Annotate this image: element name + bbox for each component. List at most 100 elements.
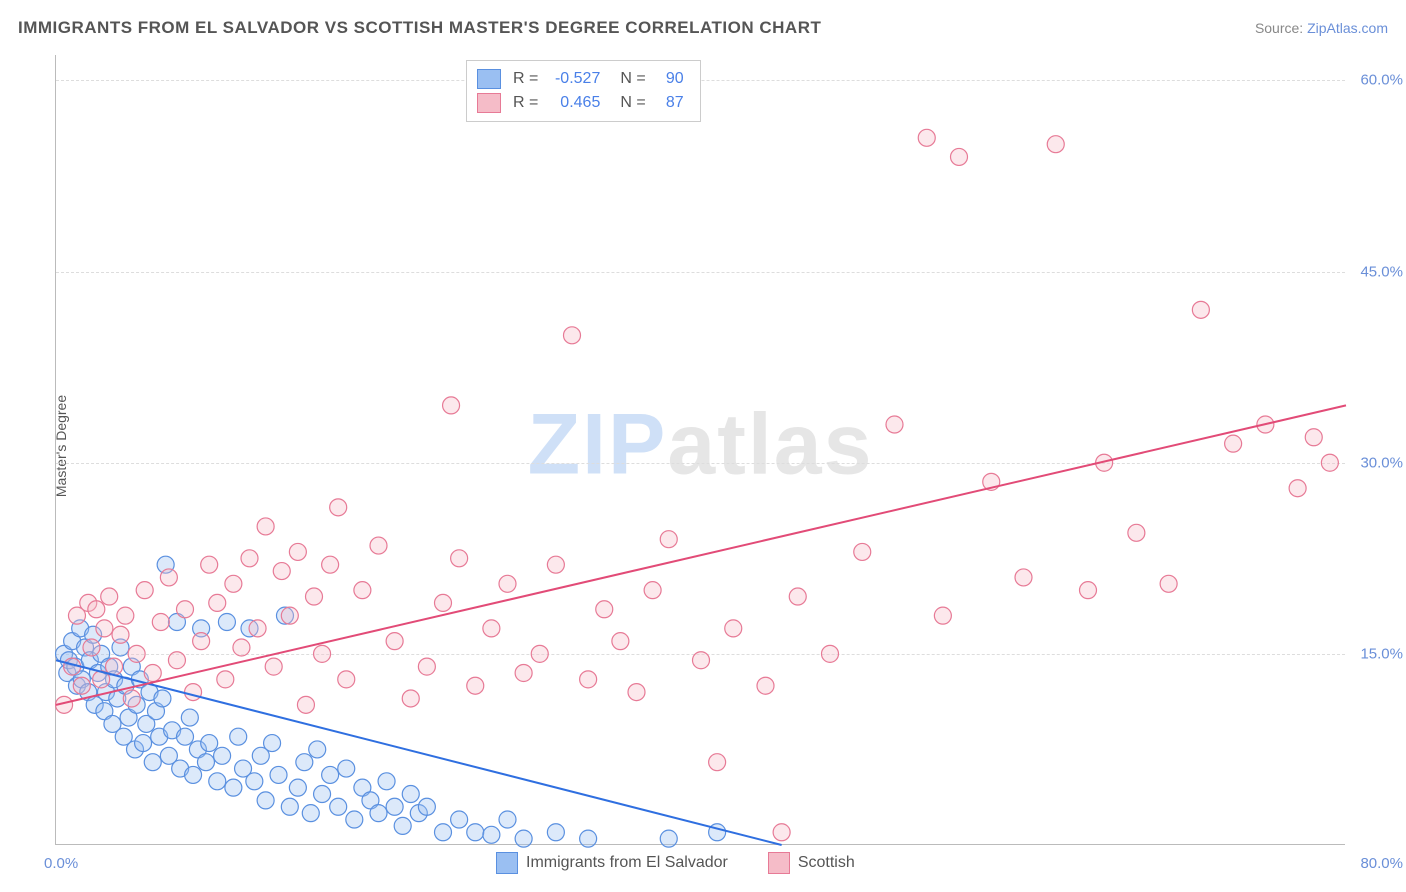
data-point-scottish xyxy=(1047,136,1064,153)
data-point-scottish xyxy=(1128,524,1145,541)
data-point-scottish xyxy=(257,518,274,535)
swatch-scottish xyxy=(477,93,501,113)
data-point-scottish xyxy=(73,677,90,694)
stat-label-n: N = xyxy=(620,70,645,88)
data-point-scottish xyxy=(951,148,968,165)
data-point-elsalvador xyxy=(330,798,347,815)
data-point-elsalvador xyxy=(302,805,319,822)
stat-label-r: R = xyxy=(513,70,538,88)
legend-label-elsalvador: Immigrants from El Salvador xyxy=(526,854,728,872)
r-value-scottish: 0.465 xyxy=(548,94,600,112)
y-axis-tick: 60.0% xyxy=(1351,72,1403,89)
data-point-scottish xyxy=(249,620,266,637)
data-point-scottish xyxy=(547,556,564,573)
data-point-elsalvador xyxy=(246,773,263,790)
data-point-scottish xyxy=(160,569,177,586)
data-point-elsalvador xyxy=(197,754,214,771)
source-value: ZipAtlas.com xyxy=(1307,20,1388,36)
data-point-elsalvador xyxy=(394,817,411,834)
data-point-scottish xyxy=(225,575,242,592)
data-point-scottish xyxy=(123,690,140,707)
data-point-scottish xyxy=(281,607,298,624)
data-point-elsalvador xyxy=(346,811,363,828)
data-point-scottish xyxy=(628,684,645,701)
y-axis-tick: 30.0% xyxy=(1351,454,1403,471)
data-point-scottish xyxy=(693,652,710,669)
data-point-scottish xyxy=(789,588,806,605)
data-point-scottish xyxy=(233,639,250,656)
data-point-scottish xyxy=(1289,480,1306,497)
data-point-elsalvador xyxy=(201,735,218,752)
data-point-scottish xyxy=(564,327,581,344)
data-point-scottish xyxy=(306,588,323,605)
data-point-scottish xyxy=(725,620,742,637)
data-point-elsalvador xyxy=(185,766,202,783)
data-point-elsalvador xyxy=(467,824,484,841)
data-point-scottish xyxy=(1080,582,1097,599)
data-point-scottish xyxy=(443,397,460,414)
data-point-scottish xyxy=(934,607,951,624)
data-point-scottish xyxy=(297,696,314,713)
series-legend: Immigrants from El Salvador Scottish xyxy=(496,852,855,874)
data-point-scottish xyxy=(918,129,935,146)
data-point-elsalvador xyxy=(322,766,339,783)
y-axis-tick: 15.0% xyxy=(1351,645,1403,662)
source-attribution: Source: ZipAtlas.com xyxy=(1255,20,1388,36)
data-point-scottish xyxy=(289,543,306,560)
data-point-scottish xyxy=(709,754,726,771)
data-point-scottish xyxy=(1192,301,1209,318)
data-point-scottish xyxy=(177,601,194,618)
data-point-elsalvador xyxy=(218,614,235,631)
data-point-scottish xyxy=(386,633,403,650)
legend-label-scottish: Scottish xyxy=(798,854,855,872)
data-point-scottish xyxy=(644,582,661,599)
data-point-elsalvador xyxy=(370,805,387,822)
data-point-scottish xyxy=(660,531,677,548)
data-point-scottish xyxy=(209,594,226,611)
stat-label-r: R = xyxy=(513,94,538,112)
y-axis-tick: 45.0% xyxy=(1351,263,1403,280)
x-axis-tick-max: 80.0% xyxy=(1360,855,1403,872)
data-point-elsalvador xyxy=(135,735,152,752)
data-point-elsalvador xyxy=(435,824,452,841)
data-point-elsalvador xyxy=(660,830,677,847)
r-value-elsalvador: -0.527 xyxy=(548,70,600,88)
data-point-scottish xyxy=(1160,575,1177,592)
data-point-elsalvador xyxy=(547,824,564,841)
data-point-scottish xyxy=(370,537,387,554)
data-point-elsalvador xyxy=(314,786,331,803)
data-point-elsalvador xyxy=(154,690,171,707)
source-label: Source: xyxy=(1255,20,1303,36)
data-point-elsalvador xyxy=(451,811,468,828)
data-point-scottish xyxy=(499,575,516,592)
data-point-scottish xyxy=(201,556,218,573)
data-point-elsalvador xyxy=(144,754,161,771)
data-point-scottish xyxy=(96,620,113,637)
data-point-elsalvador xyxy=(281,798,298,815)
data-point-elsalvador xyxy=(296,754,313,771)
data-point-scottish xyxy=(152,614,169,631)
data-point-elsalvador xyxy=(402,786,419,803)
data-point-elsalvador xyxy=(289,779,306,796)
data-point-scottish xyxy=(128,645,145,662)
data-point-elsalvador xyxy=(270,766,287,783)
swatch-elsalvador xyxy=(477,69,501,89)
data-point-scottish xyxy=(854,543,871,560)
data-point-scottish xyxy=(112,626,129,643)
n-value-elsalvador: 90 xyxy=(656,70,684,88)
correlation-legend: R = -0.527 N = 90 R = 0.465 N = 87 xyxy=(466,60,701,122)
swatch-scottish xyxy=(768,852,790,874)
data-point-scottish xyxy=(168,652,185,669)
legend-row-elsalvador: R = -0.527 N = 90 xyxy=(477,67,684,91)
data-point-scottish xyxy=(330,499,347,516)
data-point-scottish xyxy=(580,671,597,688)
data-point-scottish xyxy=(483,620,500,637)
plot-svg xyxy=(56,55,1345,844)
n-value-scottish: 87 xyxy=(656,94,684,112)
data-point-scottish xyxy=(1305,429,1322,446)
data-point-scottish xyxy=(757,677,774,694)
data-point-scottish xyxy=(467,677,484,694)
data-point-scottish xyxy=(88,601,105,618)
data-point-elsalvador xyxy=(264,735,281,752)
data-point-scottish xyxy=(773,824,790,841)
